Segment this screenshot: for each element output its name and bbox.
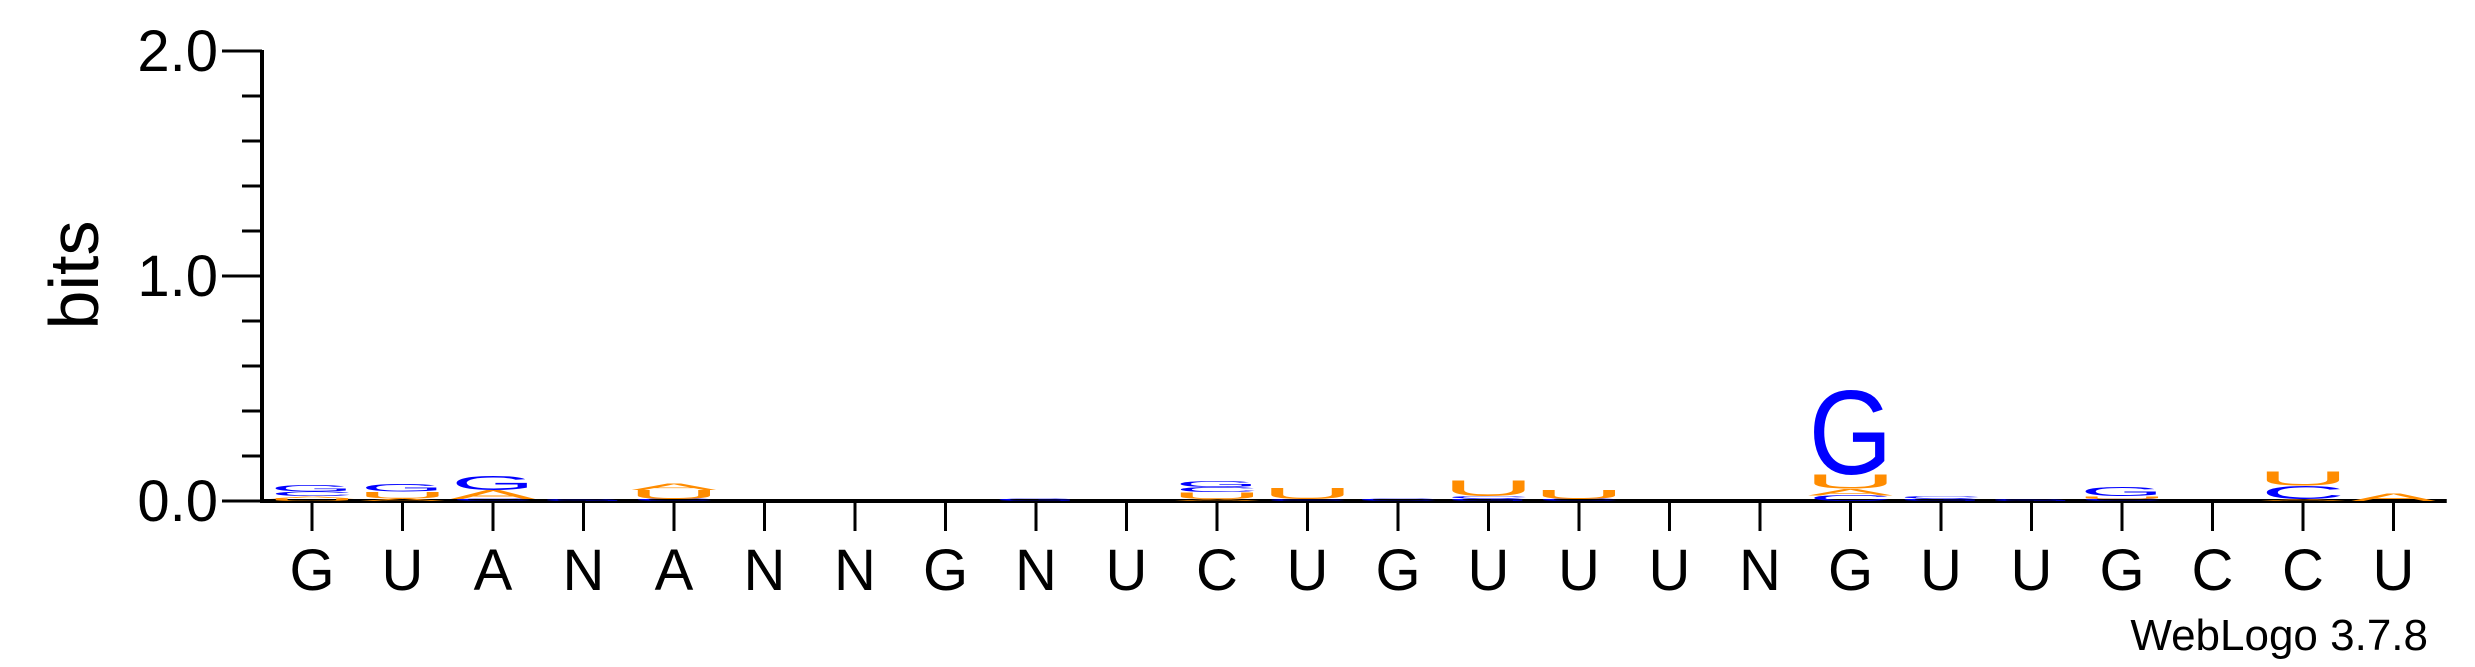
x-tick-label: U [1287,538,1329,603]
logo-letter-g: G [994,498,1078,502]
y-tick-label: 0.0 [137,469,218,534]
position-stack: CU [1262,485,1354,503]
logo-letter-g: G [1809,367,1893,500]
logo-letter-c: C [2080,498,2164,502]
x-tick-label: U [1558,538,1600,603]
position-stack: CUA [628,481,720,501]
x-tick-label: G [1828,538,1873,603]
position-stack: CU [1533,487,1625,501]
logo-letter-c: C [1537,498,1621,502]
logo-letter-u: U [357,490,449,501]
logo-letter-c: C [1446,495,1530,499]
logo-letter-u: U [1805,470,1897,493]
x-tick-label: U [2011,538,2053,603]
x-tick-label: N [563,538,605,603]
x-tick-label: G [2099,538,2144,603]
logo-letter-c: C [632,498,716,502]
logo-letter-a: A [451,487,537,501]
position-stack: GC [1899,495,1983,501]
logo-letter-g: G [1447,498,1531,502]
x-tick-label: U [1649,538,1691,603]
x-tick-label: N [1739,538,1781,603]
x-tick-label: C [2192,538,2234,603]
logo-letter-c: C [2261,482,2345,503]
position-stack: AUG [357,482,449,502]
logo-letter-g: G [1175,480,1259,489]
position-stack: G [1990,498,2074,502]
position-stack: CAG [451,472,537,502]
x-tick-label: U [2373,538,2415,603]
x-tick-label: U [1920,538,1962,603]
logo-letter-a: A [2261,498,2346,501]
logo-letter-u: U [2076,495,2168,499]
x-tick-label: N [834,538,876,603]
logo-letter-a: A [632,481,718,492]
logo-letter-u: U [266,498,358,502]
weblogo-credit: WebLogo 3.7.8 [2130,611,2428,660]
x-tick-label: U [1468,538,1510,603]
x-tick-label: C [1196,538,1238,603]
x-tick-label: A [474,538,513,603]
logo-letter-u: U [2257,467,2349,490]
x-tick-label: A [655,538,694,603]
logo-letter-a: A [2351,491,2437,503]
x-tick-label: G [923,538,968,603]
logo-letter-u: U [628,487,720,501]
logo-letter-u: U [1443,476,1535,501]
logo-letter-g: G [1899,498,1983,502]
logo-letter-a: A [270,496,355,499]
x-tick-label: U [1106,538,1148,603]
x-tick-label: C [2282,538,2324,603]
logo-letter-c: C [1265,499,1349,502]
logo-letter-c: C [270,490,354,497]
logo-letter-a: A [1175,498,1260,501]
position-stack: A [2351,491,2437,503]
position-stack: G [994,498,1078,502]
logo-letter-g: G [361,482,445,494]
logo-letter-g: G [2080,485,2164,499]
position-stack: GCU [1443,476,1535,502]
logo-letter-a: A [1808,487,1894,498]
y-tick-label: 1.0 [137,244,218,309]
logo-letter-c: C [1899,495,1983,499]
logo-letter-c: C [1175,486,1259,494]
logo-letter-g: G [1990,498,2074,502]
x-tick-label: G [1375,538,1420,603]
logo-letter-c: C [1356,498,1440,502]
x-tick-label: G [289,538,334,603]
logo-letter-c: C [1808,494,1892,503]
logo-letter-g: G [270,483,354,493]
x-tick-label: N [1015,538,1057,603]
logo-letter-a: A [360,498,445,502]
position-stack: ACU [2257,467,2349,503]
logo-letter-u: U [1171,490,1263,501]
logo-letter-g: G [542,498,626,502]
logo-letter-u: U [1262,485,1354,503]
y-axis-label: bits [35,221,113,330]
x-tick-label: N [744,538,786,603]
logo-letter-c: C [451,498,535,502]
position-stack: C [1356,498,1440,502]
position-stack: CUG [2076,485,2168,502]
x-tick-label: U [382,538,424,603]
logo-letter-u: U [1533,487,1625,501]
position-stack: G [542,498,626,502]
y-tick-label: 2.0 [137,19,218,84]
y-axis: 0.0 1.0 2.0 [137,19,2447,534]
logo-letter-g: G [451,472,535,495]
